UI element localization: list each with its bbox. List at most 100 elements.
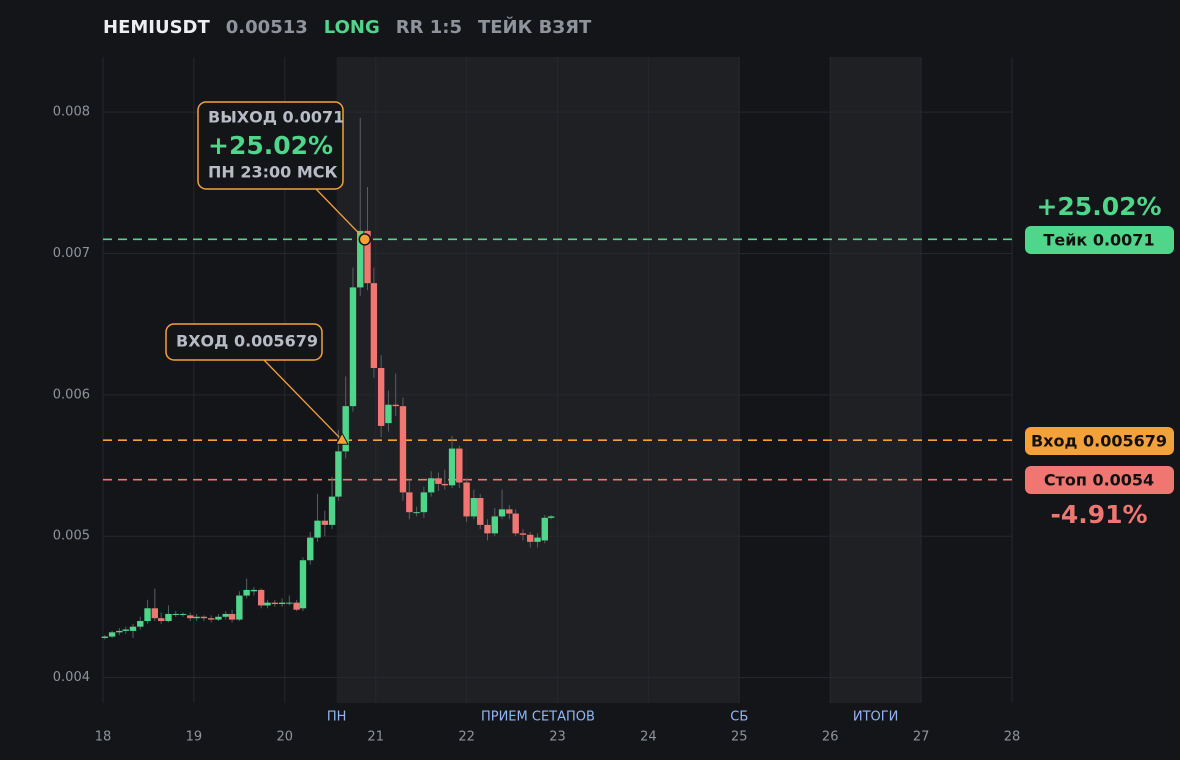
marker-label: ПН xyxy=(327,710,347,725)
header-item: ТЕЙК ВЗЯТ xyxy=(478,16,592,38)
candle-body xyxy=(470,498,478,517)
candle-body xyxy=(307,537,314,561)
y-tick-label: 0.004 xyxy=(53,670,90,685)
candle-body xyxy=(484,524,491,534)
candle-body xyxy=(278,602,286,605)
y-tick-label: 0.007 xyxy=(53,246,90,261)
candle-body xyxy=(448,448,456,486)
candle-body xyxy=(101,636,109,638)
candle-body xyxy=(349,287,357,407)
candle-body xyxy=(236,595,243,620)
level-pill xyxy=(1025,466,1174,494)
session-band xyxy=(830,57,922,703)
marker-label: СБ xyxy=(730,710,748,725)
candle-body xyxy=(200,616,208,619)
callout-text: ВХОД 0.005679 xyxy=(176,332,318,351)
candle-body xyxy=(498,509,506,517)
candle-body xyxy=(364,230,371,284)
candle-body xyxy=(547,516,555,518)
candle-body xyxy=(534,537,541,542)
candle-body xyxy=(108,632,116,637)
candle-body xyxy=(456,448,463,483)
candle-body xyxy=(222,613,229,617)
candle-body xyxy=(519,533,527,535)
x-tick-label: 20 xyxy=(277,730,294,745)
x-tick-label: 23 xyxy=(549,730,566,745)
callout-leader xyxy=(263,359,343,441)
x-tick-label: 26 xyxy=(822,730,839,745)
candle-body xyxy=(264,602,271,606)
candle-body xyxy=(512,513,519,534)
candle-body xyxy=(491,516,498,534)
band-label: ИТОГИ xyxy=(853,710,899,725)
candle-body xyxy=(427,478,435,493)
candle-body xyxy=(420,492,428,513)
callout-text: ВЫХОД 0.0071 xyxy=(208,108,344,127)
level-label: Стоп 0.0054 xyxy=(1044,471,1154,490)
level-pill xyxy=(1025,226,1174,254)
session-band xyxy=(336,57,740,703)
candle-body xyxy=(187,615,194,619)
candle-body xyxy=(271,602,279,605)
level-pct: -4.91% xyxy=(1050,500,1147,529)
level-pct: +25.02% xyxy=(1036,192,1161,221)
callout-leader xyxy=(315,188,366,240)
candle-body xyxy=(257,589,265,606)
candle-body xyxy=(406,492,413,513)
candle-body xyxy=(151,608,159,619)
candle-body xyxy=(172,613,179,615)
candle-body xyxy=(122,629,129,631)
candle-body xyxy=(116,630,123,633)
x-tick-label: 19 xyxy=(186,730,203,745)
x-tick-label: 25 xyxy=(731,730,748,745)
candle-body xyxy=(385,404,392,424)
candle-body xyxy=(293,602,300,610)
candle-body xyxy=(435,478,442,484)
exit-marker xyxy=(358,233,372,246)
candle-body xyxy=(321,520,328,525)
x-tick-label: 24 xyxy=(640,730,657,745)
candle-body xyxy=(193,616,200,619)
callout-text: ПН 23:00 МСК xyxy=(208,163,338,182)
candle-body xyxy=(328,496,336,525)
candle-body xyxy=(377,367,385,426)
candle-body xyxy=(370,283,378,368)
candle-body xyxy=(299,560,307,609)
x-tick-label: 22 xyxy=(458,730,475,745)
header-item: 0.00513 xyxy=(226,17,308,38)
entry-marker xyxy=(335,432,349,445)
candle-body xyxy=(157,618,165,622)
candle-body xyxy=(342,406,349,452)
candle-body xyxy=(137,621,144,627)
candle-body xyxy=(207,618,215,620)
candle-body xyxy=(215,616,222,620)
candle-body xyxy=(413,512,420,514)
x-tick-label: 18 xyxy=(95,730,112,745)
candle-body xyxy=(179,613,187,615)
level-label: Тейк 0.0071 xyxy=(1043,231,1154,250)
candle-body xyxy=(357,230,364,288)
candle-body xyxy=(335,451,342,497)
candle-body xyxy=(144,608,151,622)
header-item: LONG xyxy=(324,17,380,38)
candle-body xyxy=(506,509,513,514)
candle-body xyxy=(441,483,448,486)
candle-body xyxy=(165,613,172,622)
candle-body xyxy=(243,589,250,596)
callout-box xyxy=(197,101,344,190)
y-tick-label: 0.006 xyxy=(53,387,90,402)
band-label: ПРИЕМ СЕТАПОВ xyxy=(481,710,595,725)
y-tick-label: 0.005 xyxy=(53,529,90,544)
candle-body xyxy=(463,482,470,517)
callout-box xyxy=(165,323,323,361)
y-tick-label: 0.008 xyxy=(53,105,90,120)
candle-body xyxy=(392,404,399,407)
candle-body xyxy=(314,520,321,538)
candle-body xyxy=(477,498,484,525)
x-tick-label: 21 xyxy=(367,730,384,745)
callout-text: +25.02% xyxy=(208,131,333,160)
x-tick-label: 27 xyxy=(913,730,930,745)
candle-body xyxy=(541,517,548,541)
x-tick-label: 28 xyxy=(1004,730,1021,745)
